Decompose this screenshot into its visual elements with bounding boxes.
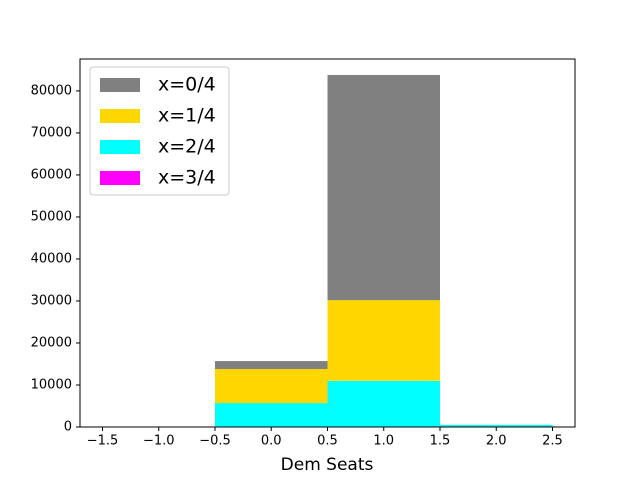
y-tick-label: 50000 — [31, 209, 72, 224]
x-tick-label: 1.5 — [430, 434, 451, 449]
y-tick-label: 70000 — [31, 125, 72, 140]
bar-segment — [440, 424, 553, 427]
y-tick-label: 80000 — [31, 83, 72, 98]
y-tick-label: 60000 — [31, 167, 72, 182]
y-tick-label: 30000 — [31, 293, 72, 308]
bar-segment — [327, 380, 440, 427]
legend-label: x=3/4 — [158, 167, 216, 189]
legend-swatch — [100, 140, 140, 154]
x-tick-label: 1.0 — [373, 434, 394, 449]
legend-label: x=2/4 — [158, 136, 216, 158]
bar-segment — [327, 74, 440, 301]
bar-segment — [215, 403, 328, 427]
bar-segment — [215, 369, 328, 404]
legend-label: x=0/4 — [158, 74, 216, 96]
x-tick-label: −1.0 — [143, 434, 175, 449]
legend-label: x=1/4 — [158, 105, 216, 127]
x-tick-label: 2.0 — [486, 434, 507, 449]
y-tick-label: 10000 — [31, 377, 72, 392]
legend-swatch — [100, 78, 140, 92]
legend-frame — [89, 66, 230, 196]
y-tick-label: 0 — [64, 420, 72, 435]
legend-swatch — [100, 109, 140, 123]
x-tick-label: −1.5 — [87, 434, 119, 449]
bar-segment — [327, 300, 440, 381]
x-tick-label: 0.5 — [317, 434, 338, 449]
bar-segment — [215, 361, 328, 370]
x-tick-label: 2.5 — [542, 434, 563, 449]
x-tick-label: −0.5 — [199, 434, 231, 449]
y-tick-label: 40000 — [31, 251, 72, 266]
x-axis-label: Dem Seats — [281, 455, 374, 475]
y-tick-label: 20000 — [31, 335, 72, 350]
legend-swatch — [100, 171, 140, 185]
x-tick-label: 0.0 — [261, 434, 282, 449]
